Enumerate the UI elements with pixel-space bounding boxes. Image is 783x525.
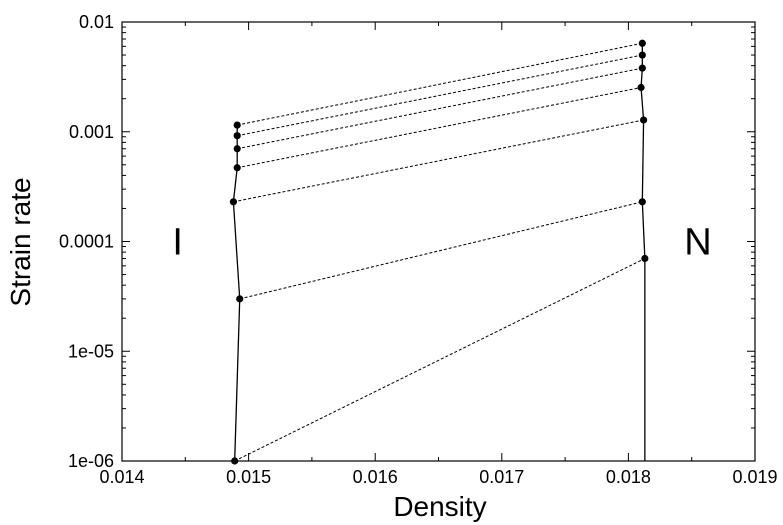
tie-line (234, 258, 646, 462)
plot-points (229, 39, 649, 465)
x-tick-label: 0.014 (99, 467, 144, 487)
tie-line (233, 119, 644, 203)
y-tick-label: 1e-05 (68, 341, 114, 361)
x-axis-title: Density (393, 491, 486, 522)
plot-axes: 0.014 0.015 0.016 0.017 0.018 0.019 1e-06 1e-05… (59, 12, 778, 487)
isotropic-point (236, 295, 244, 303)
nematic-point (638, 39, 646, 47)
isotropic-point (233, 121, 241, 129)
phase-label-n: N (684, 222, 711, 264)
nematic-point (637, 83, 645, 92)
isotropic-boundary-line (232, 125, 241, 462)
nematic-point (638, 51, 646, 59)
plot-lines (232, 42, 646, 462)
tie-line (237, 42, 643, 126)
x-tick-label: 0.019 (732, 467, 777, 487)
x-tick-label: 0.016 (353, 467, 398, 487)
phase-label-i: I (172, 222, 183, 264)
x-tick-label: 0.017 (479, 467, 524, 487)
tie-line (239, 201, 643, 300)
tie-line (237, 67, 643, 150)
nematic-point (641, 254, 649, 263)
nematic-point (638, 64, 646, 72)
nematic-boundary-line (640, 43, 646, 461)
y-axis-title: Strain rate (5, 177, 36, 306)
isotropic-point (233, 145, 241, 153)
x-tick-label: 0.015 (226, 467, 271, 487)
isotropic-point (233, 164, 241, 172)
y-tick-label: 0.0001 (59, 232, 114, 252)
y-tick-label: 1e-06 (68, 451, 114, 471)
nematic-point (638, 198, 646, 206)
tie-line (237, 87, 642, 169)
y-tick-label: 0.01 (79, 12, 114, 32)
nematic-point (639, 116, 648, 124)
isotropic-point (233, 132, 241, 140)
plot-frame (121, 21, 756, 462)
isotropic-point (229, 198, 238, 206)
x-tick-label: 0.018 (606, 467, 651, 487)
tie-line (237, 54, 643, 137)
y-tick-label: 0.001 (69, 122, 114, 142)
